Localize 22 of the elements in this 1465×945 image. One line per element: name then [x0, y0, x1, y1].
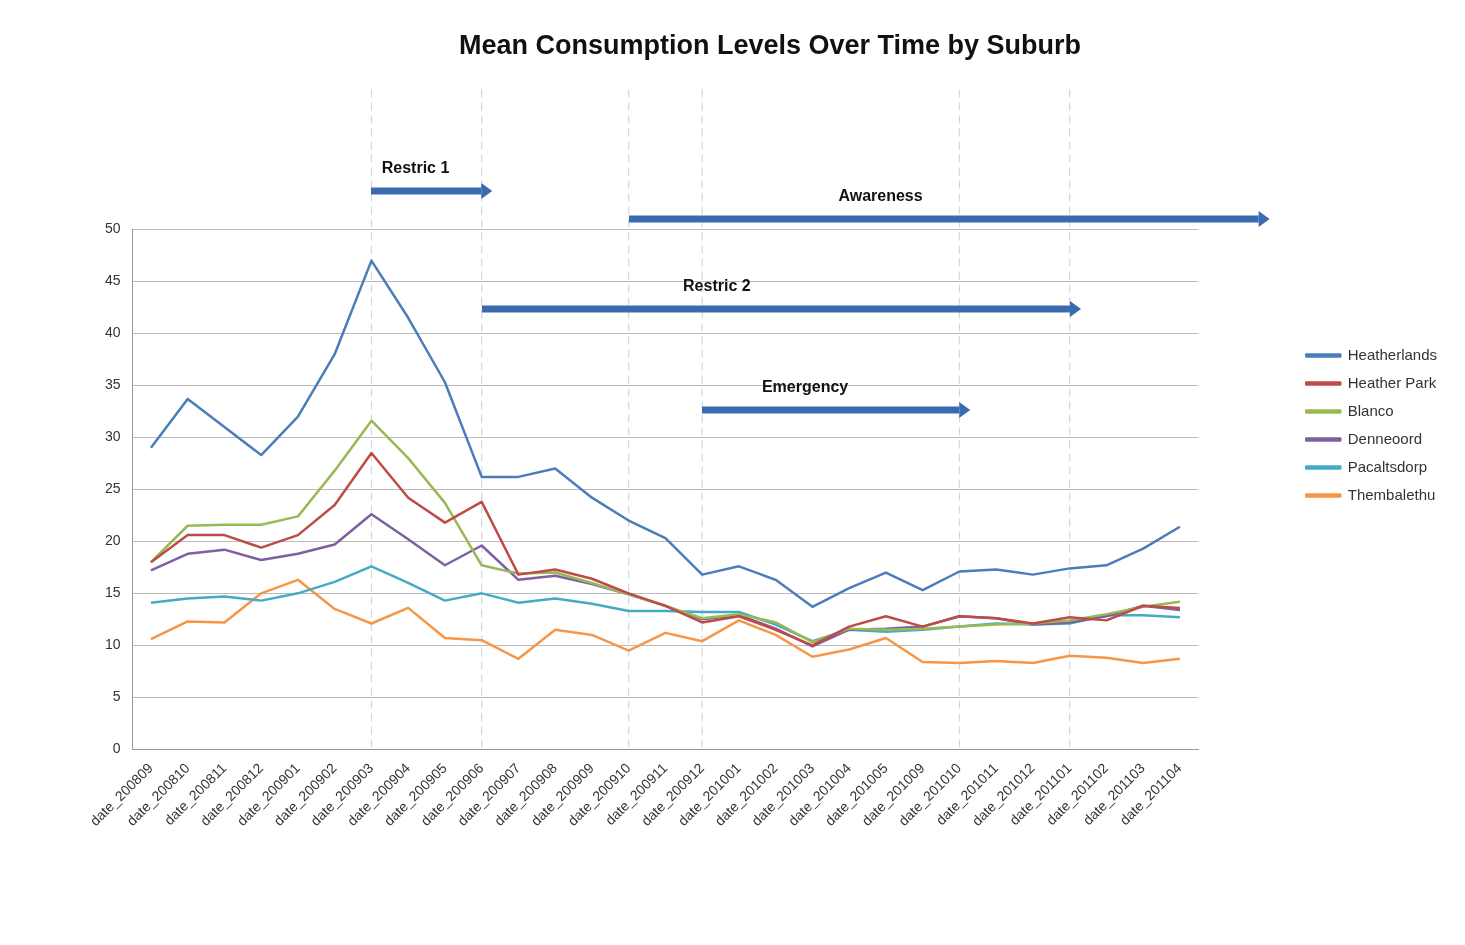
legend-label: Heather Park: [1347, 373, 1437, 391]
legend-label: Thembalethu: [1347, 485, 1436, 503]
y-tick-label: 0: [112, 740, 121, 757]
legend-label: Pacaltsdorp: [1347, 457, 1427, 475]
y-tick-label: 35: [104, 376, 121, 393]
y-tick-label: 25: [104, 480, 121, 497]
y-tick-label: 5: [112, 688, 121, 705]
y-tick-label: 40: [104, 324, 121, 341]
y-tick-label: 15: [104, 584, 121, 601]
y-tick-label: 20: [104, 532, 121, 549]
annotation: Restric 2: [683, 277, 751, 296]
y-tick-label: 50: [104, 220, 121, 237]
annotation: Emergency: [761, 378, 849, 397]
text: Restric 1: [381, 159, 450, 178]
legend-label: Blanco: [1347, 401, 1394, 419]
y-tick-label: 30: [104, 428, 121, 445]
legend-label: Denneoord: [1347, 429, 1423, 447]
text: Awareness: [838, 187, 923, 206]
y-tick-label: 45: [104, 272, 121, 289]
legend-label: Heatherlands: [1347, 345, 1438, 363]
y-tick-label: 10: [104, 636, 121, 653]
chart-title: Mean Consumption Levels Over Time by Suburb: [458, 29, 1082, 60]
